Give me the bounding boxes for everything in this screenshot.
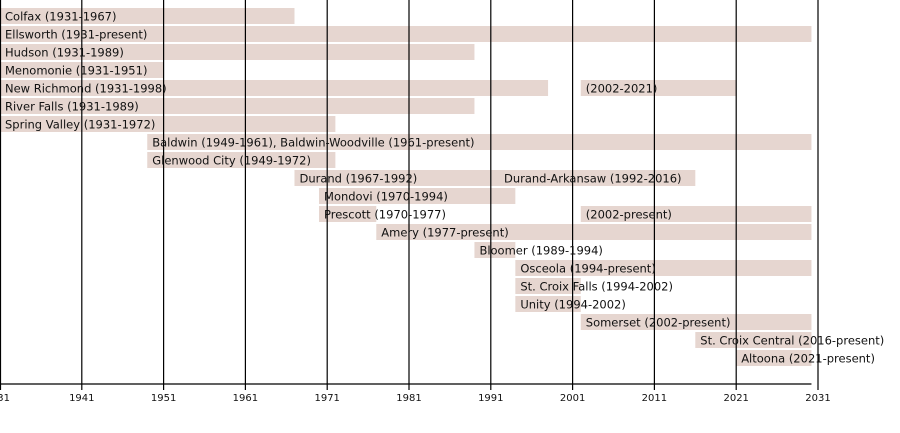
timeline-bar (474, 242, 516, 258)
timeline-bar (736, 350, 812, 366)
timeline-bar (580, 206, 812, 222)
bar-label: Somerset (2002-present) (586, 316, 731, 330)
timeline-bar (0, 8, 295, 24)
x-tick-label: 2001 (560, 393, 585, 404)
bar-label: Baldwin (1949-1961), Baldwin-Woodville (… (152, 136, 474, 150)
bar-label: Altoona (2021-present) (741, 352, 875, 366)
timeline-bar (376, 224, 812, 240)
bar-label: Durand (1967-1992) (299, 172, 417, 186)
bar-label: Osceola (1994-present) (520, 262, 655, 276)
bar-label: Amery (1977-present) (381, 226, 508, 240)
timeline-bar (498, 170, 696, 186)
x-tick-label: 1981 (396, 393, 421, 404)
bar-label: Glenwood City (1949-1972) (152, 154, 311, 168)
timeline-bar (695, 332, 812, 348)
x-tick-label: 1961 (233, 393, 258, 404)
bar-label: Prescott (1970-1977) (324, 208, 446, 222)
bar-label: St. Croix Falls (1994-2002) (520, 280, 673, 294)
bar-label: Durand-Arkansaw (1992-2016) (504, 172, 682, 186)
bar-label: New Richmond (1931-1998) (5, 82, 167, 96)
bar-label: Bloomer (1989-1994) (479, 244, 602, 258)
timeline-bar (319, 206, 377, 222)
bar-label: Menomonie (1931-1951) (5, 64, 147, 78)
bar-label: (2002-present) (586, 208, 672, 222)
x-tick-label: 1971 (314, 393, 339, 404)
timeline-bar (294, 170, 499, 186)
timeline-bar (0, 26, 812, 42)
bar-label: Mondovi (1970-1994) (324, 190, 448, 204)
bar-label: River Falls (1931-1989) (5, 100, 139, 114)
bar-label: Unity (1994-2002) (520, 298, 626, 312)
x-tick-label: 1951 (151, 393, 176, 404)
timeline-bar (0, 80, 549, 96)
timeline-bar (0, 98, 475, 114)
bar-label: Spring Valley (1931-1972) (5, 118, 155, 132)
timeline-bar (515, 278, 581, 294)
bar-label: Hudson (1931-1989) (5, 46, 124, 60)
bar-label: (2002-2021) (586, 82, 658, 96)
x-tick-label: 31 (0, 393, 10, 404)
timeline-bar (580, 314, 812, 330)
timeline-bar (0, 116, 336, 132)
x-tick-label: 2021 (723, 393, 748, 404)
x-tick-label: 2011 (642, 393, 667, 404)
timeline-bar (147, 152, 336, 168)
bar-label: St. Croix Central (2016-present) (700, 334, 884, 348)
timeline-bar (147, 134, 812, 150)
timeline-bar (319, 188, 516, 204)
timeline-bar (580, 80, 737, 96)
x-tick-label: 1991 (478, 393, 503, 404)
bar-label: Ellsworth (1931-present) (5, 28, 147, 42)
timeline-bar (0, 44, 475, 60)
timeline-bar (515, 260, 812, 276)
x-tick-label: 2031 (805, 393, 830, 404)
bar-label: Colfax (1931-1967) (5, 10, 116, 24)
timeline-bar (515, 296, 581, 312)
x-tick-label: 1941 (69, 393, 94, 404)
